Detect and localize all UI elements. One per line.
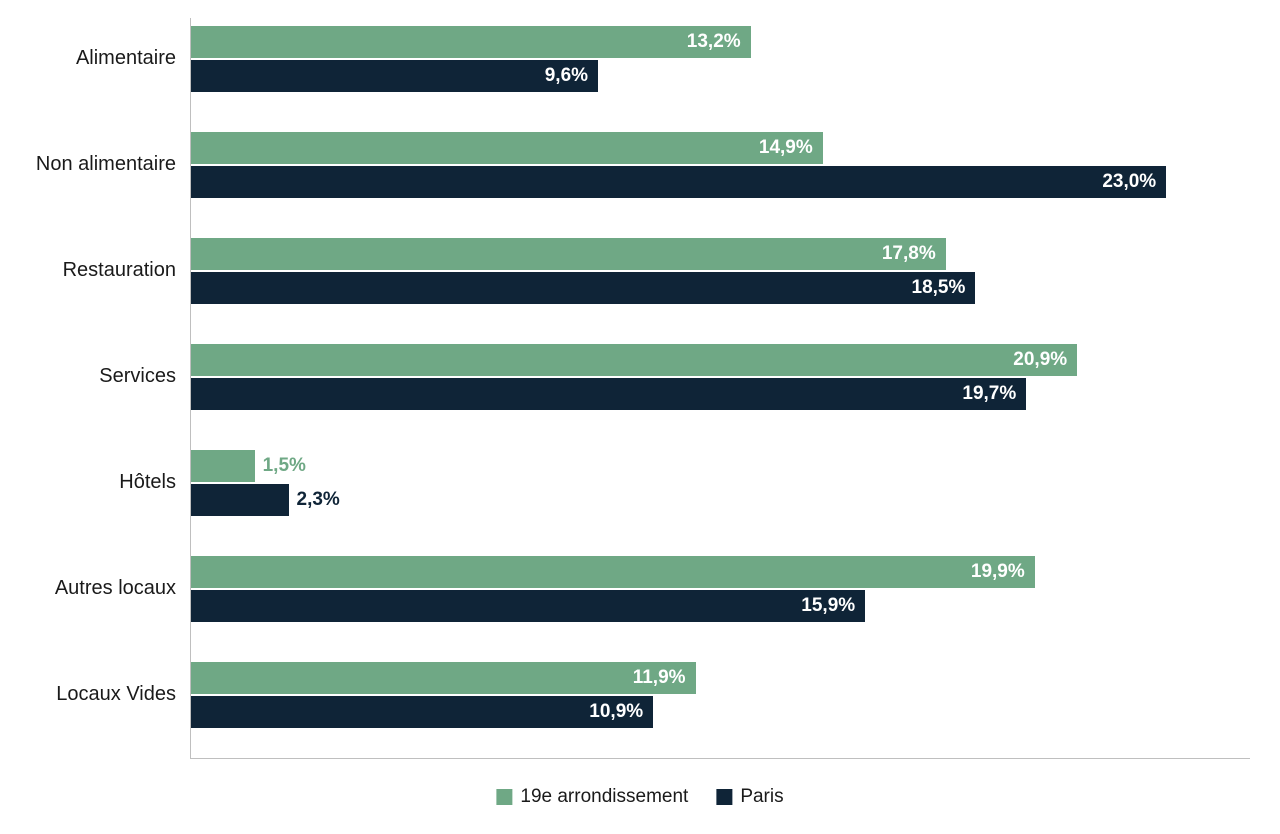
- category-label: Locaux Vides: [0, 683, 176, 706]
- category-label: Autres locaux: [0, 577, 176, 600]
- bar-value-label: 11,9%: [191, 662, 686, 694]
- x-axis-line: [190, 758, 1250, 759]
- bar-value-label: 14,9%: [191, 132, 813, 164]
- bar-value-label: 18,5%: [191, 272, 965, 304]
- legend-label: 19e arrondissement: [520, 786, 688, 808]
- bar-value-label: 10,9%: [191, 696, 643, 728]
- bar-value-label: 19,7%: [191, 378, 1016, 410]
- legend: 19e arrondissement Paris: [496, 786, 783, 808]
- category-label: Alimentaire: [0, 47, 176, 70]
- bar-value-label: 15,9%: [191, 590, 855, 622]
- bar-value-label: 20,9%: [191, 344, 1067, 376]
- legend-swatch: [496, 789, 512, 805]
- bar-value-label: 13,2%: [191, 26, 741, 58]
- bar-value-label: 2,3%: [297, 484, 340, 516]
- category-label: Restauration: [0, 259, 176, 282]
- bar-s1: [191, 450, 255, 482]
- bar-value-label: 1,5%: [263, 450, 306, 482]
- category-label: Services: [0, 365, 176, 388]
- legend-item: 19e arrondissement: [496, 786, 688, 808]
- bar-value-label: 23,0%: [191, 166, 1156, 198]
- bar-value-label: 19,9%: [191, 556, 1025, 588]
- category-label: Hôtels: [0, 471, 176, 494]
- legend-swatch: [716, 789, 732, 805]
- legend-label: Paris: [740, 786, 783, 808]
- bar-value-label: 9,6%: [191, 60, 588, 92]
- chart-container: Alimentaire Non alimentaire Restauration Se…: [0, 0, 1280, 834]
- legend-item: Paris: [716, 786, 783, 808]
- category-label: Non alimentaire: [0, 153, 176, 176]
- bar-value-label: 17,8%: [191, 238, 936, 270]
- bar-s2: [191, 484, 289, 516]
